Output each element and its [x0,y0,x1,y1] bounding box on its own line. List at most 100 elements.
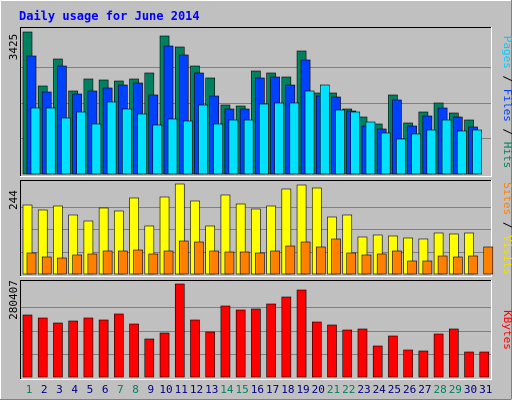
kbytes-kbytes-bar-fill-3 [53,322,63,378]
hits-files-pages-pages-bar-fill-19 [304,90,315,175]
kbytes-kbytes-bar-day-19 [296,289,307,378]
visits-sites-sites-bar-fill-25 [392,250,402,275]
x-tick-label-day-1: 1 [26,383,33,396]
kbytes-kbytes-bar-day-20 [311,321,322,378]
hits-files-pages-pages-bar-fill-20 [319,84,330,175]
hits-files-pages-pages-bar-fill-30 [472,129,482,175]
kbytes-kbytes-bar-day-16 [251,308,261,378]
kbytes-kbytes-bar-fill-24 [372,345,383,378]
kbytes-kbytes-bar-day-11 [174,283,185,378]
x-tick-label-day-12: 12 [190,383,203,396]
visits-sites-sites-bar-fill-1 [26,252,37,275]
kbytes-kbytes-bar-fill-17 [266,303,276,378]
kbytes-kbytes-bar-day-22 [342,329,353,378]
hits-files-pages-pages-bar-fill-2 [45,107,56,175]
kbytes-kbytes-bar-day-3 [53,322,63,378]
hits-files-pages-pages-bar-day-21 [335,109,345,175]
kbytes-kbytes-bar-fill-8 [129,323,139,378]
visits-sites-sites-bar-day-16 [255,252,265,275]
visits-sites-legend-part-3: Visits [501,235,512,275]
x-tick-label-day-8: 8 [132,383,139,396]
visits-sites-sites-bar-day-20 [315,246,326,275]
x-tick-label-day-26: 26 [403,383,416,396]
hits-files-pages-pages-bar-fill-10 [167,118,178,175]
kbytes-kbytes-bar-day-25 [388,335,398,378]
visits-sites-sites-bar-day-31 [483,246,494,275]
hits-files-pages-pages-bar-fill-29 [457,130,467,175]
hits-files-pages-legend-part-3: Files [501,89,512,122]
kbytes-kbytes-bar-fill-6 [98,319,109,378]
visits-sites-sites-bar-day-29 [453,256,463,275]
hits-files-pages-pages-bar-fill-16 [259,103,269,175]
hits-files-pages-pages-bar-day-7 [122,108,132,175]
hits-files-pages-pages-bar-fill-27 [426,129,437,175]
hits-files-pages-pages-bar-fill-18 [289,102,300,175]
hits-files-pages-pages-bar-fill-1 [30,107,41,175]
visits-sites-sites-bar-day-12 [194,241,204,275]
x-tick-label-day-22: 22 [342,383,355,396]
kbytes-max-label: 280407 [7,280,20,320]
hits-files-pages-legend-part-4: / [501,122,512,142]
hits-files-pages-pages-bar-day-8 [137,113,147,175]
visits-sites-sites-bar-day-4 [72,254,82,275]
hits-files-pages-pages-bar-fill-11 [182,120,193,175]
x-tick-label-day-16: 16 [251,383,264,396]
kbytes-kbytes-bar-day-23 [357,328,368,378]
hits-files-pages-legend-part-5: Hits [501,142,512,169]
visits-sites-sites-bar-day-19 [300,241,311,275]
visits-sites-sites-bar-fill-7 [118,250,128,275]
visits-sites-sites-bar-fill-12 [194,241,204,275]
visits-sites-sites-bar-day-3 [57,257,67,275]
x-tick-label-day-15: 15 [236,383,249,396]
visits-sites-sites-bar-fill-11 [178,240,189,275]
x-tick-label-day-24: 24 [373,383,387,396]
visits-sites-sites-bar-day-27 [422,260,433,275]
x-tick-label-day-28: 28 [433,383,446,396]
hits-files-pages-pages-bar-day-30 [472,129,482,175]
kbytes-kbytes-bar-day-9 [144,338,155,378]
visits-sites-sites-bar-fill-9 [148,253,159,275]
hits-files-pages-pages-bar-day-23 [365,121,376,175]
kbytes-kbytes-bar-fill-1 [22,314,33,378]
x-tick-label-day-23: 23 [357,383,370,396]
hits-files-pages-pages-bar-day-9 [152,124,163,175]
x-tick-label-day-29: 29 [449,383,462,396]
visits-sites-sites-bar-day-30 [468,255,478,275]
hits-files-pages-pages-bar-day-13 [213,123,224,175]
hits-files-pages-pages-bar-fill-24 [380,132,391,175]
visits-sites-sites-bar-day-21 [331,238,341,275]
visits-sites-sites-bar-fill-27 [422,260,433,275]
hits-files-pages-series-legend: Pages / Files / Hits [501,36,512,169]
kbytes-kbytes-bar-fill-23 [357,328,368,378]
kbytes-kbytes-bar-day-24 [372,345,383,378]
visits-sites-sites-bar-fill-17 [270,250,280,275]
visits-sites-sites-bar-day-2 [41,256,52,275]
hits-files-pages-pages-bar-fill-6 [106,101,117,175]
x-tick-label-day-21: 21 [327,383,340,396]
kbytes-kbytes-bar-day-13 [205,331,216,378]
visits-sites-sites-bar-day-14 [224,251,235,275]
hits-files-pages-pages-bar-fill-5 [91,123,102,175]
visits-sites-sites-bar-day-17 [270,250,280,275]
hits-files-pages-pages-bar-day-2 [45,107,56,175]
hits-files-pages-pages-bar-fill-21 [335,109,345,175]
x-tick-label-day-27: 27 [418,383,431,396]
kbytes-kbytes-bar-fill-18 [281,296,292,378]
visits-sites-sites-bar-fill-2 [41,256,52,275]
visits-sites-sites-bar-day-22 [346,252,357,275]
visits-sites-sites-bar-fill-23 [361,254,372,275]
kbytes-kbytes-bar-fill-5 [83,317,94,378]
hits-files-pages-pages-bar-day-3 [61,117,71,175]
hits-files-pages-pages-bar-day-17 [274,102,284,175]
hits-files-pages-pages-bar-fill-13 [213,123,224,175]
kbytes-kbytes-bar-fill-25 [388,335,398,378]
kbytes-kbytes-bar-fill-27 [418,350,429,378]
visits-sites-legend-part-2: / [501,215,512,235]
visits-sites-legend-part-1: Sites [501,182,512,215]
x-tick-label-day-7: 7 [117,383,124,396]
kbytes-kbytes-bar-day-26 [403,349,413,378]
x-axis-labels: 1 2 3 4 5 6 7 8 9 10 11 12 13 14 15 16 17 18 19 20 21 22 23 24 2… [26,383,493,396]
kbytes-kbytes-bar-fill-12 [190,319,200,378]
kbytes-kbytes-bar-day-14 [220,305,231,378]
visits-sites-sites-bar-day-8 [133,249,143,275]
